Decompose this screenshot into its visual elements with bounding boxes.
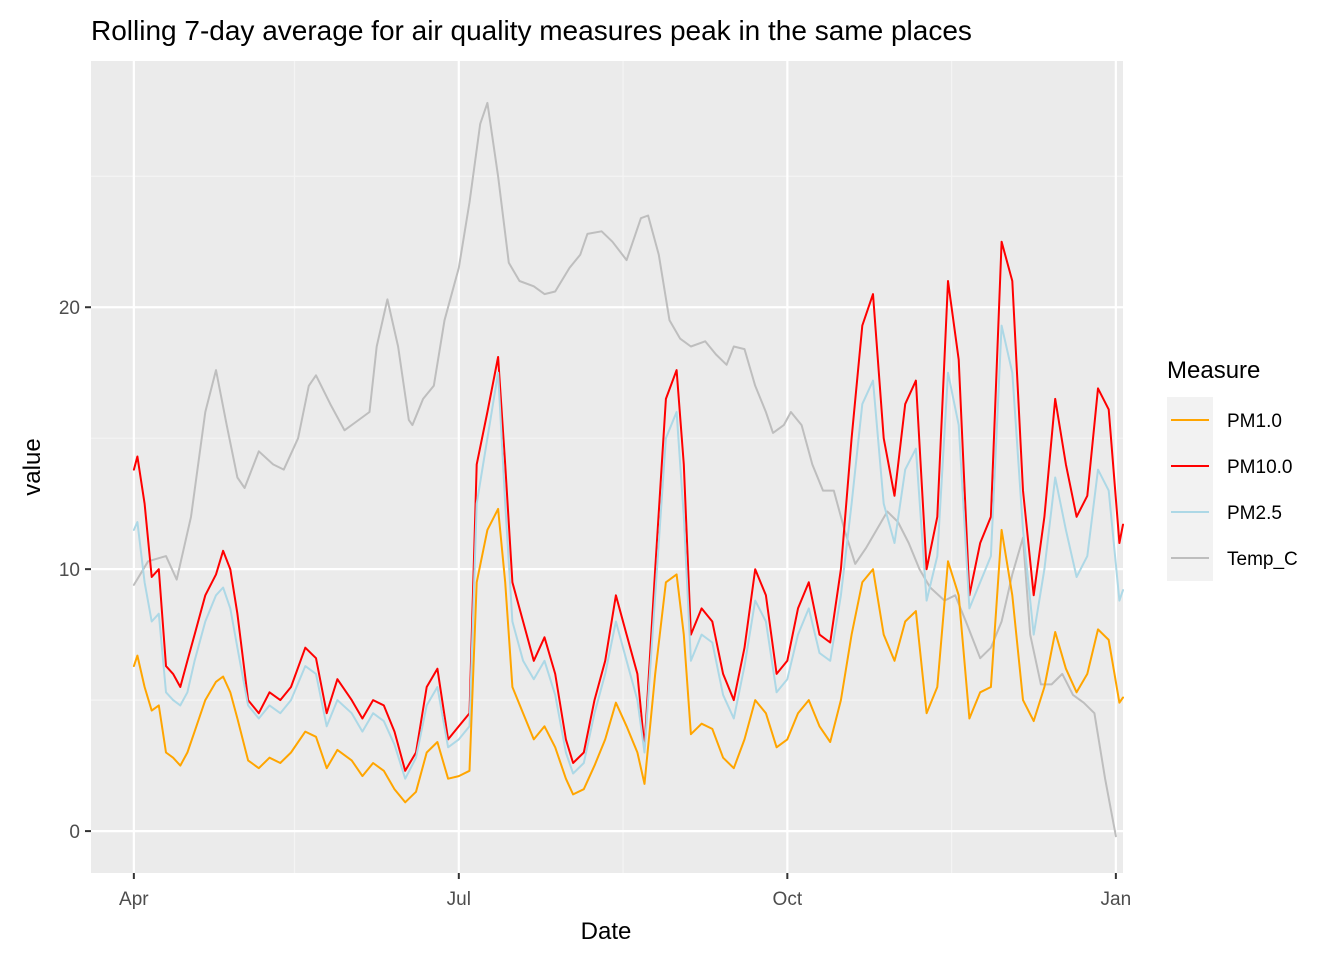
legend-label-pm10-0: PM10.0: [1227, 457, 1292, 478]
x-tick-label: Oct: [773, 889, 803, 910]
y-tick-label: 10: [59, 560, 80, 581]
legend-key-background: [1167, 397, 1213, 581]
series-line-temp-c: [132, 101, 1117, 838]
y-tick-label: 20: [59, 298, 80, 319]
series-line-pm10-0: [132, 240, 1124, 772]
y-tick-label: 0: [69, 822, 80, 843]
x-tick-label: Jan: [1101, 889, 1132, 910]
legend-title: Measure: [1167, 357, 1260, 384]
x-tick-label: Apr: [119, 889, 149, 910]
series-layer: [132, 101, 1124, 838]
legend-label-temp-c: Temp_C: [1227, 549, 1298, 570]
series-line-pm1-0: [132, 507, 1124, 804]
y-axis-title: value: [19, 438, 46, 495]
chart-title: Rolling 7-day average for air quality me…: [91, 15, 972, 46]
legend: Measure PM1.0 PM10.0 PM2.5 Temp_C: [1167, 357, 1298, 581]
x-axis-title: Date: [581, 918, 632, 945]
legend-label-pm1-0: PM1.0: [1227, 411, 1282, 432]
x-tick-label: Jul: [447, 889, 471, 910]
series-line-pm2-5: [132, 324, 1124, 780]
grid-minor: [91, 61, 1123, 873]
x-axis: Apr Jul Oct Jan: [119, 873, 1131, 910]
legend-label-pm2-5: PM2.5: [1227, 503, 1282, 524]
y-axis: 0 10 20: [59, 298, 91, 843]
